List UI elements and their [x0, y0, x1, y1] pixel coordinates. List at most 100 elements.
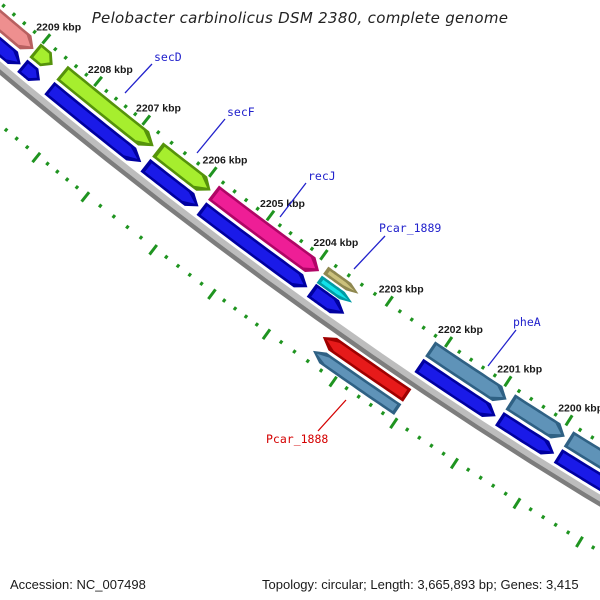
minor-tick — [14, 136, 19, 141]
minor-tick — [553, 412, 558, 417]
major-tick — [93, 75, 104, 88]
minor-tick — [565, 530, 571, 535]
minor-tick — [1, 3, 6, 9]
minor-tick — [318, 368, 324, 373]
minor-tick — [503, 491, 508, 496]
minor-tick — [478, 475, 483, 481]
minor-tick — [490, 483, 496, 489]
minor-tick — [63, 55, 68, 61]
minor-tick — [553, 522, 558, 528]
minor-tick — [429, 443, 434, 449]
minor-tick — [288, 230, 293, 236]
gene-label-leader-secF — [196, 118, 226, 154]
minor-tick — [3, 127, 9, 133]
minor-tick — [577, 427, 583, 433]
genome-stats-text: Topology: circular; Length: 3,665,893 bp… — [262, 577, 579, 592]
minor-tick — [45, 161, 50, 167]
minor-tick — [123, 104, 128, 109]
major-tick — [503, 375, 513, 388]
major-tick — [564, 414, 574, 427]
major-tick — [141, 114, 152, 126]
gene-band-Pcar_1889 — [306, 266, 359, 314]
minor-tick — [359, 282, 365, 288]
minor-tick — [480, 365, 486, 370]
major-tick — [80, 191, 91, 203]
minor-tick — [465, 467, 471, 473]
major-tick — [328, 375, 338, 388]
minor-tick — [169, 140, 174, 146]
minor-tick — [277, 222, 283, 228]
minor-tick — [333, 263, 338, 269]
minor-tick — [74, 184, 80, 190]
minor-tick — [528, 396, 534, 402]
minor-tick — [199, 281, 204, 286]
minor-tick — [528, 507, 533, 512]
major-tick — [512, 497, 522, 510]
minor-tick — [409, 317, 414, 322]
tick-marks — [1, 3, 596, 550]
minor-tick — [55, 169, 60, 174]
gene-label-Pcar_1888: Pcar_1888 — [266, 432, 328, 446]
gene-label-secF: secF — [227, 105, 255, 119]
minor-tick — [32, 29, 37, 35]
major-tick — [265, 209, 276, 222]
major-tick — [384, 295, 394, 308]
minor-tick — [433, 333, 438, 339]
minor-tick — [73, 63, 79, 69]
position-label-2205kbp: 2205 kbp — [260, 198, 305, 210]
minor-tick — [243, 197, 249, 203]
minor-tick — [441, 451, 446, 457]
minor-tick — [97, 203, 103, 209]
minor-tick — [84, 72, 89, 78]
minor-tick — [492, 373, 498, 378]
minor-tick — [138, 235, 144, 240]
minor-tick — [456, 349, 462, 355]
minor-tick — [417, 435, 422, 440]
minor-tick — [243, 314, 249, 319]
minor-tick — [64, 177, 70, 182]
minor-tick — [182, 150, 188, 156]
position-labels: 2209 kbp 2208 kbp 2207 kbp 2206 kbp 2205 kbp… — [36, 21, 600, 414]
minor-tick — [421, 325, 426, 331]
gene-label-leader-Pcar_1888 — [317, 399, 347, 432]
gene-label-Pcar_1889: Pcar_1889 — [379, 221, 441, 235]
major-tick — [449, 457, 459, 470]
gene-label-leader-recJ — [279, 182, 307, 218]
minor-tick — [187, 272, 193, 278]
minor-tick — [52, 46, 58, 52]
major-tick — [575, 535, 584, 548]
minor-tick — [468, 357, 474, 363]
gene-label-secD: secD — [154, 50, 182, 64]
position-label-2202kbp: 2202 kbp — [438, 324, 483, 336]
minor-tick — [111, 214, 117, 219]
minor-tick — [540, 514, 546, 520]
gene-band-recJ — [196, 185, 320, 288]
minor-tick — [590, 435, 595, 440]
minor-tick — [346, 273, 352, 278]
position-label-2206kbp: 2206 kbp — [203, 154, 248, 166]
minor-tick — [104, 88, 109, 94]
gene-band-secF — [140, 142, 211, 207]
minor-tick — [298, 238, 304, 244]
gene-label-recJ: recJ — [308, 169, 336, 183]
minor-tick — [232, 306, 238, 311]
major-tick — [207, 166, 218, 178]
minor-tick — [356, 394, 361, 399]
gene-band-cds-d — [553, 431, 600, 492]
gene-label-leader-pheA — [487, 329, 517, 367]
map-title: Pelobacter carbinolicus DSM 2380, comple… — [91, 9, 509, 27]
minor-tick — [368, 402, 374, 408]
gene-label-leader-secD — [124, 63, 153, 94]
gene-label-leader-Pcar_1889 — [353, 235, 386, 270]
minor-tick — [305, 358, 311, 364]
major-tick — [261, 328, 272, 340]
major-tick — [41, 33, 52, 45]
position-label-2207kbp: 2207 kbp — [136, 102, 181, 114]
minor-tick — [24, 144, 30, 150]
gene-band-secD — [44, 65, 154, 163]
position-label-2204kbp: 2204 kbp — [313, 237, 358, 249]
position-label-2200kbp: 2200 kbp — [558, 402, 600, 414]
minor-tick — [404, 427, 410, 432]
gene-band-Pcar_1888 — [313, 337, 412, 415]
gene-label-pheA: pheA — [513, 315, 541, 329]
